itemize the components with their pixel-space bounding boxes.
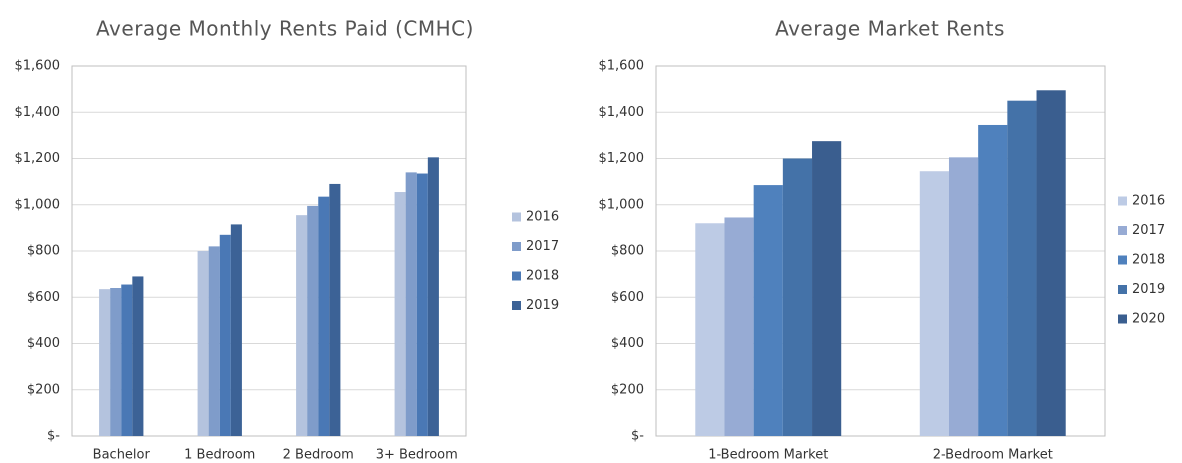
legend-label: 2019	[526, 298, 559, 313]
y-tick-label: $1,600	[15, 59, 61, 74]
chart-title: Average Monthly Rents Paid (CMHC)	[96, 17, 474, 41]
bar	[405, 172, 417, 436]
bar	[812, 141, 842, 436]
bar	[919, 171, 949, 436]
legend-label: 2017	[1132, 223, 1165, 238]
y-tick-label: $1,200	[15, 151, 61, 166]
y-tick-label: $400	[611, 336, 644, 351]
bar	[132, 276, 144, 436]
y-tick-label: $1,600	[599, 59, 645, 74]
chart-title: Average Market Rents	[775, 17, 1005, 41]
bar	[948, 157, 979, 436]
bar	[318, 196, 330, 436]
bar	[230, 224, 242, 436]
bar	[1036, 90, 1066, 436]
y-tick-label: $1,400	[15, 105, 61, 120]
bar	[427, 157, 439, 436]
x-tick-label: 2 Bedroom	[283, 448, 354, 463]
legend-swatch	[512, 301, 521, 310]
legend-label: 2019	[1132, 282, 1165, 297]
bar	[121, 284, 133, 436]
bar	[394, 192, 406, 436]
legend-label: 2018	[1132, 253, 1165, 268]
y-tick-label: $-	[631, 429, 644, 444]
y-tick-label: $600	[611, 290, 644, 305]
x-tick-label: 2-Bedroom Market	[933, 448, 1053, 463]
legend-swatch	[1118, 196, 1127, 206]
y-tick-label: $-	[47, 429, 60, 444]
y-tick-label: $1,000	[599, 197, 645, 212]
plot-border	[71, 65, 467, 437]
legend-label: 2017	[526, 239, 559, 254]
bar	[219, 234, 231, 436]
bar	[307, 205, 319, 436]
legend-swatch	[512, 212, 521, 222]
legend-label: 2016	[1132, 194, 1165, 209]
bar	[978, 124, 1008, 436]
bar	[296, 215, 308, 436]
y-tick-label: $800	[27, 244, 60, 259]
y-tick-label: $1,400	[599, 105, 645, 120]
legend-label: 2018	[526, 269, 559, 284]
y-tick-label: $1,200	[599, 151, 645, 166]
y-tick-label: $600	[27, 290, 60, 305]
x-tick-label: Bachelor	[93, 448, 151, 463]
bar	[416, 173, 428, 436]
legend-swatch	[1118, 255, 1127, 265]
y-tick-label: $400	[27, 336, 60, 351]
x-tick-label: 3+ Bedroom	[376, 448, 458, 463]
y-tick-label: $1,000	[15, 197, 61, 212]
bar	[782, 158, 813, 436]
bar	[695, 223, 725, 436]
y-tick-label: $200	[611, 382, 644, 397]
bar	[753, 185, 783, 436]
legend-swatch	[1118, 314, 1127, 324]
legend-label: 2016	[526, 210, 559, 225]
bar	[208, 246, 220, 436]
bar	[1007, 100, 1037, 436]
bar	[329, 183, 341, 436]
legend-swatch	[1118, 285, 1127, 294]
y-tick-label: $800	[611, 244, 644, 259]
bar	[724, 217, 754, 436]
x-tick-label: 1 Bedroom	[184, 448, 255, 463]
bar	[197, 251, 209, 436]
y-tick-label: $200	[27, 382, 60, 397]
legend-swatch	[512, 242, 521, 251]
legend-label: 2020	[1132, 312, 1165, 327]
legend-swatch	[1118, 226, 1127, 235]
bar	[99, 289, 111, 436]
plot-border	[655, 65, 1106, 437]
bar	[110, 288, 122, 436]
x-tick-label: 1-Bedroom Market	[708, 448, 828, 463]
legend-swatch	[512, 271, 521, 281]
